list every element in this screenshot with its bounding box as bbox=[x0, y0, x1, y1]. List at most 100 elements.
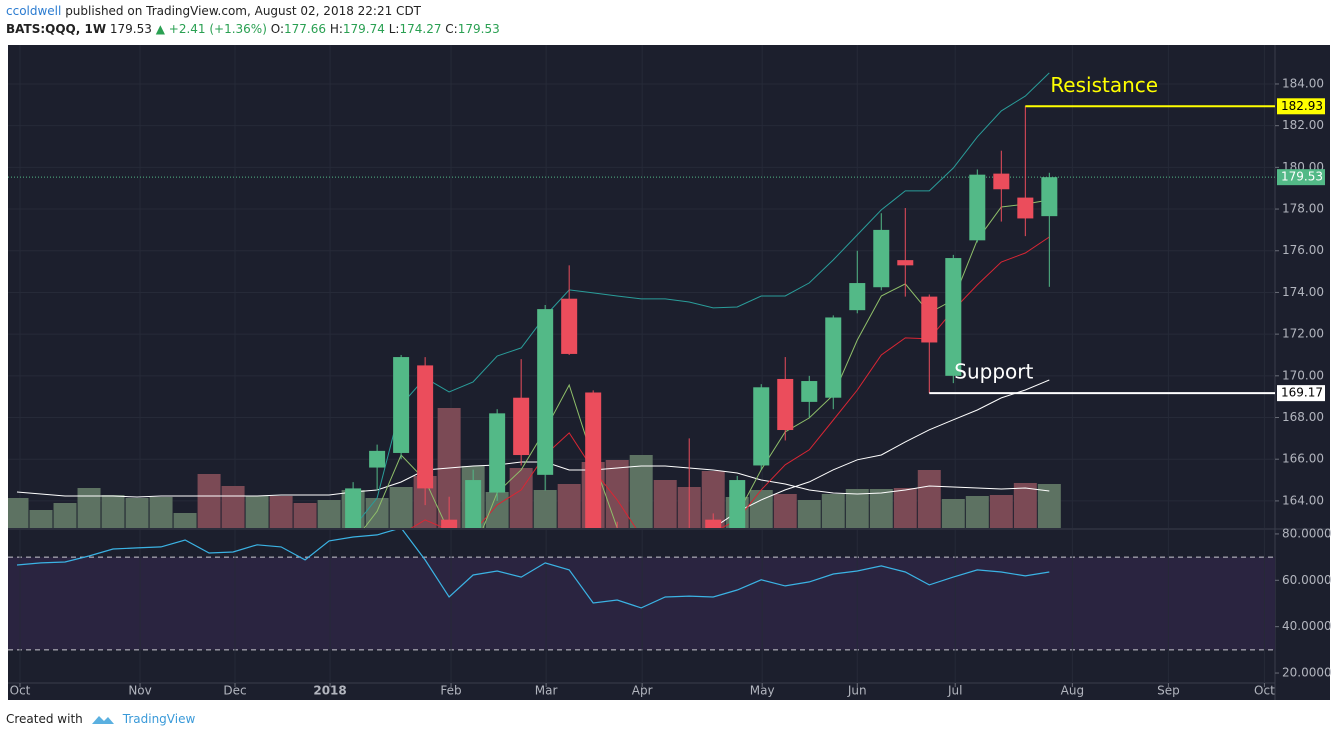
overlay-line bbox=[712, 379, 1050, 528]
candle-body bbox=[945, 258, 962, 376]
candle-body bbox=[777, 378, 794, 431]
author[interactable]: ccoldwell bbox=[6, 4, 62, 18]
volume-bar bbox=[173, 513, 197, 528]
candle-body bbox=[1017, 197, 1034, 219]
y-tick-label: 168.00 bbox=[1282, 410, 1324, 424]
rsi-tick-label: 60.0000 bbox=[1282, 573, 1332, 587]
volume-bar bbox=[245, 496, 269, 528]
volume-bar bbox=[221, 486, 245, 528]
volume-bar bbox=[557, 484, 581, 528]
symbol: BATS:QQQ, 1W bbox=[6, 22, 107, 36]
volume-bar bbox=[845, 489, 869, 528]
candle-body bbox=[729, 480, 746, 528]
price-label: 182.93 bbox=[1281, 99, 1323, 113]
annotation-text: Support bbox=[954, 360, 1033, 384]
candle-body bbox=[369, 450, 386, 468]
volume-bar bbox=[821, 494, 845, 528]
candle-body bbox=[969, 174, 986, 241]
volume-bar bbox=[53, 503, 77, 528]
candle-body bbox=[417, 365, 434, 489]
x-tick-label: Apr bbox=[632, 684, 653, 698]
candle-body bbox=[705, 519, 722, 528]
volume-bar bbox=[869, 489, 893, 528]
candle-body bbox=[441, 519, 458, 528]
candle-body bbox=[993, 173, 1010, 190]
candle-body bbox=[393, 357, 410, 453]
volume-bar bbox=[269, 496, 293, 528]
last-price-label: 179.53 bbox=[1281, 170, 1323, 184]
candle-body bbox=[825, 317, 842, 398]
volume-bar bbox=[149, 497, 173, 528]
candle-body bbox=[537, 309, 554, 475]
rsi-tick-label: 80.0000 bbox=[1282, 526, 1332, 540]
ohlc-key: C: bbox=[445, 22, 458, 36]
volume-bar bbox=[701, 471, 725, 528]
rsi-tick-label: 40.0000 bbox=[1282, 619, 1332, 633]
ohlc-value: 179.53 bbox=[457, 22, 500, 36]
volume-bar bbox=[101, 495, 125, 528]
candle-body bbox=[513, 397, 530, 456]
overlay-line bbox=[352, 72, 1050, 528]
candle-body bbox=[345, 488, 362, 528]
candle-body bbox=[921, 296, 938, 343]
candle-body bbox=[897, 260, 914, 266]
annotation-text: Resistance bbox=[1050, 73, 1158, 97]
volume-bar bbox=[941, 499, 965, 528]
header-line-1: ccoldwell published on TradingView.com, … bbox=[6, 4, 421, 18]
y-tick-label: 170.00 bbox=[1282, 368, 1324, 382]
volume-bar bbox=[989, 495, 1013, 528]
change: ▲ +2.41 (+1.36%) bbox=[155, 22, 267, 36]
logo bbox=[91, 716, 114, 724]
volume-bar bbox=[509, 468, 533, 528]
volume-bar bbox=[605, 460, 629, 528]
candle-body bbox=[489, 413, 506, 493]
x-tick-label: Feb bbox=[440, 684, 461, 698]
created-with: Created with bbox=[6, 712, 83, 726]
volume-bar bbox=[125, 498, 149, 528]
candle-body bbox=[873, 229, 890, 288]
rsi-pane bbox=[8, 530, 1275, 683]
x-tick-label: Jul bbox=[947, 684, 962, 698]
x-tick-label: Oct bbox=[1254, 684, 1275, 698]
x-tick-label: Mar bbox=[535, 684, 558, 698]
y-tick-label: 182.00 bbox=[1282, 118, 1324, 132]
y-tick-label: 172.00 bbox=[1282, 327, 1324, 341]
volume-bar bbox=[197, 474, 221, 528]
candle-body bbox=[849, 283, 866, 311]
y-tick-label: 184.00 bbox=[1282, 76, 1324, 90]
volume-bar bbox=[653, 480, 677, 528]
price-label: 169.17 bbox=[1281, 386, 1323, 400]
price-label-box bbox=[1277, 169, 1325, 186]
volume-bar bbox=[365, 498, 389, 528]
ohlc-value: 177.66 bbox=[284, 22, 326, 36]
y-tick-label: 178.00 bbox=[1282, 202, 1324, 216]
candle-body bbox=[561, 298, 578, 354]
volume-ma bbox=[16, 461, 1050, 498]
x-tick-label: Jun bbox=[847, 684, 867, 698]
y-tick-label: 176.00 bbox=[1282, 243, 1324, 257]
ohlc-key: O: bbox=[270, 22, 284, 36]
brand[interactable]: TradingView bbox=[122, 712, 196, 726]
x-tick-label: Oct bbox=[10, 684, 31, 698]
x-tick-label: Nov bbox=[128, 684, 151, 698]
volume-bar bbox=[917, 470, 941, 528]
axes: Oct Nov Dec 2018 Feb Mar Apr May Jun Jul Aug Sep Oct… bbox=[10, 73, 1332, 698]
x-tick-label: Dec bbox=[223, 684, 246, 698]
volume-bar bbox=[533, 490, 557, 528]
x-tick-label: Sep bbox=[1157, 684, 1180, 698]
y-tick-label: 164.00 bbox=[1282, 493, 1324, 507]
ohlc-key: H: bbox=[329, 22, 343, 36]
volume-bar bbox=[773, 494, 797, 528]
ohlc-value: 179.74 bbox=[342, 22, 385, 36]
candle-body bbox=[1041, 177, 1058, 217]
price-label-box bbox=[1277, 385, 1325, 402]
volume-bar bbox=[629, 455, 653, 528]
volume-bar bbox=[8, 498, 29, 528]
candle-body bbox=[753, 387, 770, 466]
price-label-box bbox=[1277, 98, 1325, 115]
x-tick-label: 2018 bbox=[313, 684, 346, 698]
x-tick-label: Aug bbox=[1061, 684, 1084, 698]
candle-body bbox=[801, 381, 818, 402]
